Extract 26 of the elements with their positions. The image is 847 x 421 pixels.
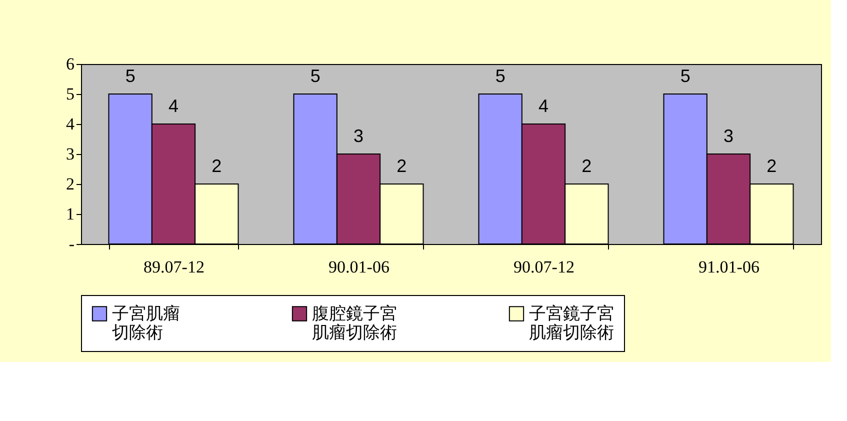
data-label: 2 — [212, 156, 222, 176]
data-label: 3 — [723, 126, 734, 146]
legend-label: 腹腔鏡子宮肌瘤切除術 — [312, 304, 397, 343]
y-tick-label: 1 — [66, 204, 74, 224]
data-label: 2 — [582, 156, 592, 176]
y-tick-label: - — [68, 234, 75, 254]
y-tick-label: 2 — [66, 174, 74, 194]
x-tick-label: 90.01-06 — [328, 258, 390, 276]
data-label: 4 — [538, 96, 549, 116]
data-label: 5 — [125, 66, 136, 86]
data-label: 3 — [353, 126, 364, 146]
data-label: 2 — [766, 156, 777, 176]
legend-label: 子宮肌瘤切除術 — [112, 304, 180, 343]
x-tick-label: 90.07-12 — [514, 258, 574, 276]
data-label: 5 — [495, 66, 506, 86]
data-label: 4 — [168, 96, 179, 116]
data-label: 2 — [396, 156, 407, 176]
legend-label: 子宮鏡子宮肌瘤切除術 — [529, 304, 614, 343]
x-tick-label: 89.07-12 — [144, 258, 204, 276]
y-tick-label: 3 — [66, 144, 74, 164]
y-tick-label: 4 — [66, 114, 75, 134]
y-tick-label: 6 — [66, 54, 74, 74]
x-tick-label: 91.01-06 — [698, 258, 760, 276]
data-label: 5 — [680, 66, 690, 86]
data-label: 5 — [310, 66, 320, 86]
y-tick-label: 5 — [66, 84, 74, 104]
